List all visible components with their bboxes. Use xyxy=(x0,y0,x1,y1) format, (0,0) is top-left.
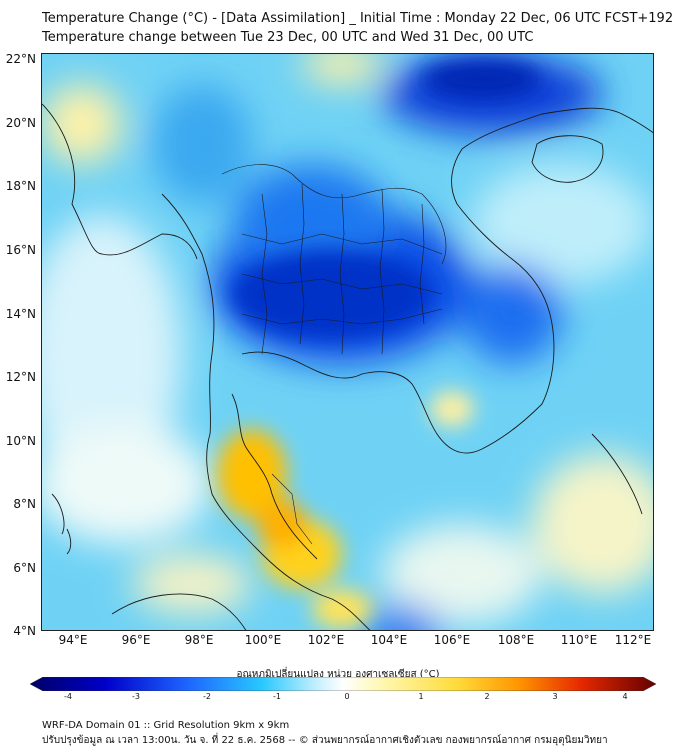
colorbar-tick: -2 xyxy=(203,692,211,701)
lat-label: 14°N xyxy=(5,307,36,321)
lon-label: 106°E xyxy=(433,633,471,647)
lat-label: 22°N xyxy=(5,52,36,66)
warm-anomaly xyxy=(217,391,474,629)
map-title: Temperature Change (°C) - [Data Assimila… xyxy=(42,11,674,26)
lon-label: 110°E xyxy=(560,633,598,647)
lat-label: 20°N xyxy=(5,116,36,130)
lon-label: 102°E xyxy=(307,633,345,647)
lat-label: 18°N xyxy=(5,179,36,193)
colorbar-tick: 0 xyxy=(344,692,350,701)
colorbar-title: อุณหภูมิเปลี่ยนแปลง หน่วย องศาเซลเซียส (… xyxy=(236,669,440,680)
lon-label: 98°E xyxy=(184,633,214,647)
lat-label: 4°N xyxy=(13,624,36,638)
cold-core xyxy=(232,59,542,339)
colorbar xyxy=(30,677,656,691)
lat-label: 6°N xyxy=(13,561,36,575)
coastlines xyxy=(42,103,653,630)
colorbar-tick: -4 xyxy=(64,692,72,701)
provincial-borders xyxy=(221,164,447,545)
colorbar-tick: 2 xyxy=(484,692,490,701)
colorbar-tick: -1 xyxy=(273,692,281,701)
lat-label: 12°N xyxy=(5,370,36,384)
temperature-change-map xyxy=(41,53,654,631)
lat-label: 8°N xyxy=(13,497,36,511)
lat-label: 10°N xyxy=(5,434,36,448)
colorbar-tick: 4 xyxy=(622,692,628,701)
colorbar-tick: 3 xyxy=(552,692,558,701)
colorbar-tick: -3 xyxy=(132,692,140,701)
colorbar-gradient xyxy=(30,677,656,691)
colorbar-tick: 1 xyxy=(418,692,424,701)
lat-label: 16°N xyxy=(5,243,36,257)
lon-label: 104°E xyxy=(370,633,408,647)
lon-label: 112°E xyxy=(614,633,652,647)
map-subtitle: Temperature change between Tue 23 Dec, 0… xyxy=(42,30,534,45)
footer-update-info: ปรับปรุงข้อมูล ณ เวลา 13:00น. วัน จ. ที่… xyxy=(42,735,608,746)
lon-label: 108°E xyxy=(497,633,535,647)
footer-model-info: WRF-DA Domain 01 :: Grid Resolution 9km … xyxy=(42,720,290,731)
lon-label: 94°E xyxy=(58,633,88,647)
map-canvas xyxy=(42,54,653,630)
lon-label: 96°E xyxy=(121,633,151,647)
lon-label: 100°E xyxy=(244,633,282,647)
